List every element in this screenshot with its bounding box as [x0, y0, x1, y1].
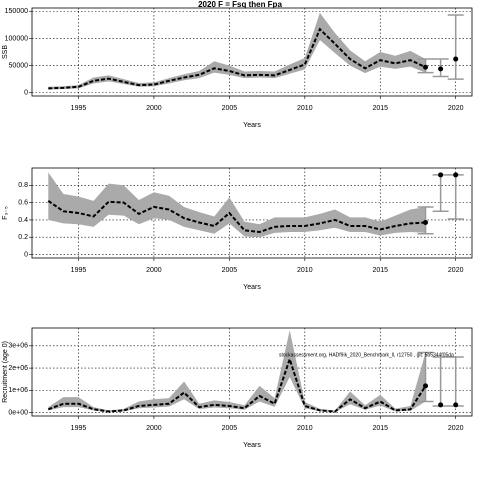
x-tick-label: 2010: [297, 267, 313, 274]
projection-point: [423, 220, 429, 226]
chart-title: 2020 F = Fsq then Fpa: [198, 0, 282, 9]
y-tick-label: 150000: [5, 8, 28, 15]
y-tick-label: 3e+06: [8, 343, 28, 350]
x-axis-label: Years: [243, 442, 261, 449]
x-tick-label: 1995: [71, 267, 87, 274]
y-tick-label: 1e+06: [8, 387, 28, 394]
y-tick-label: 50000: [9, 62, 29, 69]
y-tick-label: 0.6: [18, 199, 28, 206]
y-tick-label: 2e+06: [8, 365, 28, 372]
projection-point: [438, 172, 444, 178]
x-tick-label: 2000: [146, 105, 162, 112]
x-tick-label: 2015: [372, 267, 388, 274]
x-tick-label: 2015: [372, 425, 388, 432]
x-tick-label: 2000: [146, 267, 162, 274]
y-tick-label: 0e+00: [8, 410, 28, 417]
estimate-line: [47, 200, 426, 234]
y-axis-label: F₃₋₅: [2, 206, 9, 220]
x-tick-label: 2020: [448, 425, 464, 432]
confidence-band: [48, 330, 426, 412]
x-tick-label: 2000: [146, 425, 162, 432]
x-tick-label: 2015: [372, 105, 388, 112]
x-tick-label: 2010: [297, 425, 313, 432]
y-tick-label: 0.4: [18, 217, 28, 224]
x-tick-label: 2005: [222, 425, 238, 432]
plot-frame: [31, 7, 473, 97]
annotation: stockassessment.org, HADf9ik_2020_Benchm…: [279, 352, 454, 358]
y-axis-label: Recruitment (age 0): [2, 341, 9, 403]
y-tick-label: 0: [24, 251, 28, 258]
x-tick-label: 2005: [222, 267, 238, 274]
projection-point: [453, 402, 459, 408]
y-tick-label: 100000: [5, 35, 28, 42]
confidence-band: [48, 12, 426, 90]
projection-point: [438, 402, 444, 408]
x-tick-label: 2020: [448, 267, 464, 274]
x-tick-label: 2010: [297, 105, 313, 112]
estimate-line: [48, 27, 426, 90]
x-tick-label: 1995: [71, 425, 87, 432]
projection-point: [423, 383, 429, 389]
plot-frame: [31, 327, 473, 417]
projection-point: [438, 66, 444, 72]
x-tick-label: 2005: [222, 105, 238, 112]
plot-frame: [31, 167, 473, 259]
projection-point: [423, 64, 429, 70]
projection-point: [453, 172, 459, 178]
x-axis-label: Years: [243, 122, 261, 129]
y-tick-label: 0: [24, 90, 28, 97]
y-tick-label: 0.8: [18, 182, 28, 189]
projection-point: [453, 56, 459, 62]
x-tick-label: 1995: [71, 105, 87, 112]
y-tick-label: 0.2: [18, 234, 28, 241]
estimate-line: [47, 356, 427, 413]
x-tick-label: 2020: [448, 105, 464, 112]
y-axis-label: SSB: [2, 45, 9, 59]
x-axis-label: Years: [243, 284, 261, 291]
